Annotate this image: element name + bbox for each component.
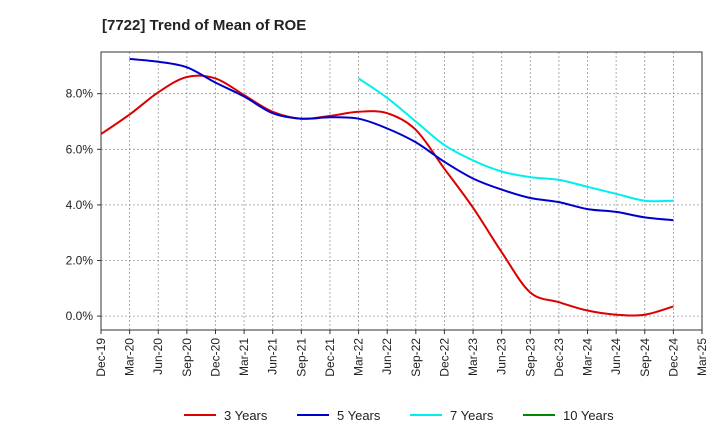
- x-tick-label: Sep-23: [523, 338, 537, 377]
- x-tick-label: Mar-23: [466, 338, 480, 376]
- series-line-7-years: [358, 77, 674, 203]
- y-tick-label: 0.0%: [66, 309, 94, 323]
- x-tick-label: Sep-20: [180, 338, 194, 377]
- x-tick-label: Jun-20: [151, 338, 165, 375]
- x-tick-label: Mar-25: [695, 338, 709, 376]
- x-tick-label: Jun-24: [609, 338, 623, 375]
- legend-label: 7 Years: [450, 408, 494, 423]
- x-tick-label: Dec-20: [208, 338, 222, 377]
- x-tick-label: Mar-24: [581, 338, 595, 376]
- legend: 3 Years 5 Years 7 Years 10 Years: [184, 408, 614, 423]
- legend-label: 10 Years: [563, 408, 614, 423]
- x-tick-label: Jun-22: [380, 338, 394, 375]
- x-tick-label: Mar-20: [123, 338, 137, 376]
- grid: [101, 52, 702, 330]
- x-tick-label: Dec-23: [552, 338, 566, 377]
- x-tick-label: Sep-22: [409, 338, 423, 377]
- legend-label: 5 Years: [337, 408, 381, 423]
- x-tick-label: Sep-21: [294, 338, 308, 377]
- y-axis: 0.0% 2.0% 4.0% 6.0% 8.0%: [66, 87, 101, 323]
- chart-title: [7722] Trend of Mean of ROE: [102, 17, 306, 34]
- x-axis: Dec-19 Mar-20 Jun-20 Sep-20 Dec-20 Mar-21 Jun-…: [94, 330, 709, 377]
- x-tick-label: Jun-23: [495, 338, 509, 375]
- y-tick-label: 6.0%: [66, 142, 94, 156]
- y-tick-label: 8.0%: [66, 87, 94, 101]
- x-tick-label: Sep-24: [638, 338, 652, 377]
- x-tick-label: Dec-22: [437, 338, 451, 377]
- x-tick-label: Dec-24: [666, 338, 680, 377]
- series-line-5-years: [129, 57, 674, 222]
- legend-label: 3 Years: [224, 408, 268, 423]
- x-tick-label: Mar-22: [352, 338, 366, 376]
- x-tick-label: Mar-21: [237, 338, 251, 376]
- x-tick-label: Dec-21: [323, 338, 337, 377]
- y-tick-label: 4.0%: [66, 198, 94, 212]
- x-tick-label: Jun-21: [266, 338, 280, 375]
- series-line-3-years: [100, 74, 674, 317]
- y-tick-label: 2.0%: [66, 254, 94, 268]
- series-lines: [100, 57, 674, 317]
- x-tick-label: Dec-19: [94, 338, 108, 377]
- plot-area: [100, 51, 703, 331]
